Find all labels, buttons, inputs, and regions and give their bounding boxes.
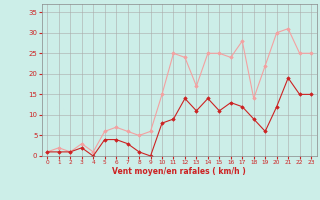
X-axis label: Vent moyen/en rafales ( km/h ): Vent moyen/en rafales ( km/h ) xyxy=(112,167,246,176)
